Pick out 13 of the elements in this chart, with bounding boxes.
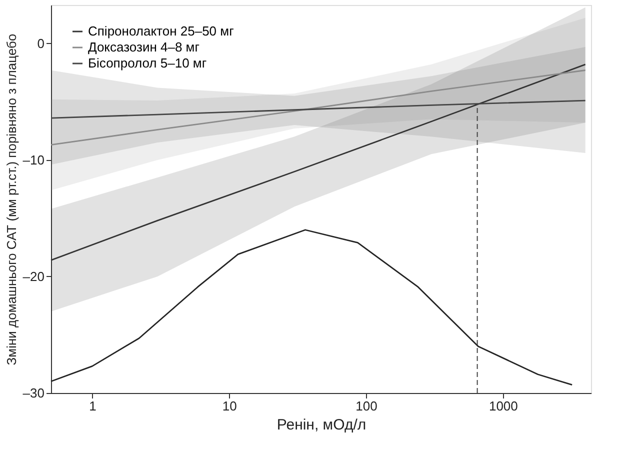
y-tick-label: –20	[22, 268, 44, 284]
legend-label: Спіронолактон 25–50 мг	[88, 24, 234, 38]
y-axis-title: Зміни домашнього САТ (мм рт.ст.) порівняно з плацебо	[4, 34, 19, 366]
x-tick-label: 10	[222, 398, 237, 414]
x-tick-label: 100	[356, 398, 378, 414]
y-tick-label: –30	[22, 386, 44, 400]
x-tick-label: 1000	[488, 398, 518, 414]
legend-label: Доксазозин 4–8 мг	[88, 40, 200, 54]
x-tick-label: 1	[89, 398, 96, 414]
y-tick-label: 0	[37, 36, 44, 51]
legend-label: Бісопролол 5–10 мг	[88, 56, 207, 70]
y-tick-label: –10	[22, 152, 44, 168]
x-axis-title: Ренін, мОд/л	[276, 416, 366, 434]
